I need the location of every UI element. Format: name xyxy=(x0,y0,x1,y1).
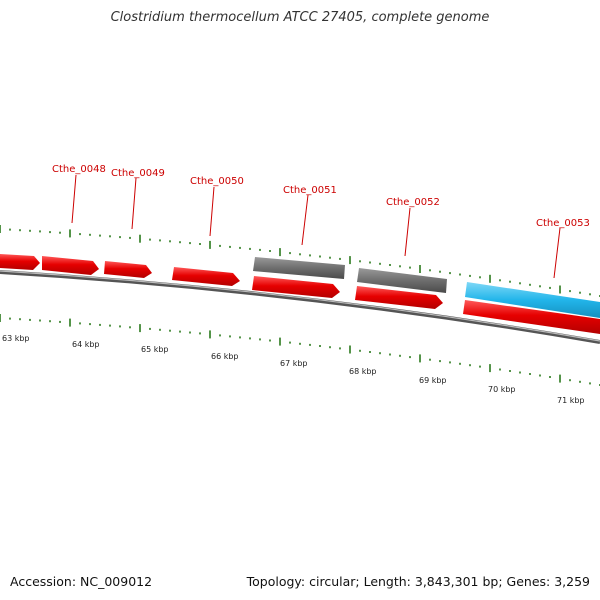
scale-label-69kbp: 69 kbp xyxy=(419,376,447,385)
gene-arrow-cthe-0050[interactable] xyxy=(172,267,240,286)
gene-label-cthe-0050[interactable]: Cthe_0050 xyxy=(190,176,244,187)
scale-label-65kbp: 65 kbp xyxy=(141,345,169,354)
gene-arrow-cthe-0051[interactable] xyxy=(252,276,340,298)
scale-label-64kbp: 64 kbp xyxy=(72,340,100,349)
gene-arrow-cthe-0048[interactable] xyxy=(42,256,99,275)
gene-arrow-cthe-0053[interactable] xyxy=(463,300,600,334)
gene-arrow-cthe-0052[interactable] xyxy=(355,286,443,309)
gene-label-cthe-0053[interactable]: Cthe_0053 xyxy=(536,218,590,229)
gene-arrow-cthe-0052-pseudo[interactable] xyxy=(357,268,447,293)
gene-label-cthe-0052[interactable]: Cthe_0052 xyxy=(386,197,440,208)
accession-text: Accession: NC_009012 xyxy=(10,574,153,589)
scale-label-70kbp: 70 kbp xyxy=(488,385,516,394)
upper-tick-row xyxy=(0,225,600,297)
scale-tick-row xyxy=(0,314,600,386)
scale-label-71kbp: 71 kbp xyxy=(557,396,585,405)
genome-backbone xyxy=(0,270,600,344)
gene-label-leaders xyxy=(71,174,561,279)
gene-label-cthe-0048[interactable]: Cthe_0048 xyxy=(52,164,106,175)
scale-label-66kbp: 66 kbp xyxy=(211,352,239,361)
gene-label-cthe-0049[interactable]: Cthe_0049 xyxy=(111,168,165,179)
genome-summary-text: Topology: circular; Length: 3,843,301 bp… xyxy=(246,574,590,589)
gene-arrow-cthe-0053-rna[interactable] xyxy=(465,282,600,318)
scale-label-63kbp: 63 kbp xyxy=(2,334,30,343)
gene-arrow-cthe-0047[interactable] xyxy=(0,254,40,270)
scale-label-67kbp: 67 kbp xyxy=(280,359,308,368)
scale-label-68kbp: 68 kbp xyxy=(349,367,377,376)
gene-label-cthe-0051[interactable]: Cthe_0051 xyxy=(283,185,337,196)
genome-title: Clostridium thermocellum ATCC 27405, com… xyxy=(110,10,490,25)
gene-arrow-cthe-0049[interactable] xyxy=(104,261,152,278)
gene-arrow-cthe-0051-pseudo[interactable] xyxy=(253,257,345,279)
